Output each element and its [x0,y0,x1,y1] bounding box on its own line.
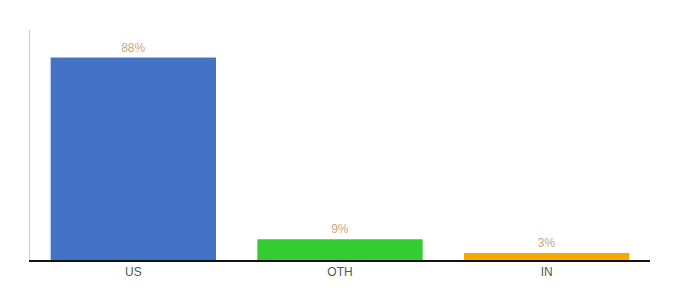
svg-text:88%: 88% [121,41,145,55]
svg-text:IN: IN [541,265,553,279]
svg-text:US: US [125,265,142,279]
svg-text:9%: 9% [331,222,349,236]
svg-text:3%: 3% [538,236,556,250]
svg-text:OTH: OTH [327,265,352,279]
